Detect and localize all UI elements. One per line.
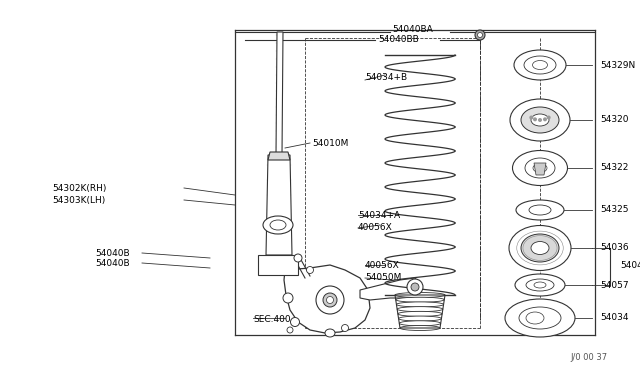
Polygon shape — [266, 155, 292, 255]
Ellipse shape — [532, 61, 547, 70]
Ellipse shape — [291, 317, 300, 327]
Ellipse shape — [521, 234, 559, 262]
Ellipse shape — [396, 302, 444, 307]
Text: J/0 00 37: J/0 00 37 — [571, 353, 608, 362]
Ellipse shape — [396, 297, 444, 302]
Ellipse shape — [316, 286, 344, 314]
Ellipse shape — [283, 293, 293, 303]
Text: 54322: 54322 — [600, 164, 628, 173]
Ellipse shape — [475, 30, 485, 40]
Text: 54034+B: 54034+B — [365, 73, 407, 81]
Text: 54040B: 54040B — [95, 248, 130, 257]
Ellipse shape — [516, 200, 564, 220]
Polygon shape — [268, 152, 290, 160]
Ellipse shape — [407, 279, 423, 295]
Ellipse shape — [400, 326, 440, 330]
Ellipse shape — [395, 292, 445, 298]
Ellipse shape — [270, 220, 286, 230]
Ellipse shape — [505, 299, 575, 337]
Ellipse shape — [342, 324, 349, 331]
Polygon shape — [258, 255, 298, 275]
Text: 54040BA: 54040BA — [392, 25, 433, 33]
Ellipse shape — [533, 117, 537, 121]
Ellipse shape — [526, 279, 554, 291]
Text: 54010M: 54010M — [312, 138, 348, 148]
Ellipse shape — [529, 205, 551, 215]
Polygon shape — [276, 32, 283, 155]
Text: 54040B: 54040B — [95, 259, 130, 267]
Ellipse shape — [531, 114, 549, 126]
Ellipse shape — [534, 282, 546, 288]
Text: 54034+A: 54034+A — [358, 211, 400, 219]
Text: 54040: 54040 — [620, 262, 640, 270]
Polygon shape — [360, 278, 420, 300]
Ellipse shape — [531, 241, 549, 254]
Polygon shape — [534, 163, 546, 175]
Text: 54302K(RH): 54302K(RH) — [52, 183, 106, 192]
Ellipse shape — [524, 56, 556, 74]
Text: 54057: 54057 — [600, 280, 628, 289]
Text: 54034: 54034 — [600, 314, 628, 323]
Ellipse shape — [514, 50, 566, 80]
Ellipse shape — [399, 316, 442, 321]
Ellipse shape — [326, 296, 333, 304]
Text: 54050M: 54050M — [365, 273, 401, 282]
Text: 54329N: 54329N — [600, 61, 636, 70]
Ellipse shape — [519, 307, 561, 329]
Ellipse shape — [399, 321, 441, 326]
Ellipse shape — [509, 225, 571, 270]
Text: 54036: 54036 — [600, 244, 628, 253]
Ellipse shape — [533, 164, 547, 173]
Ellipse shape — [543, 117, 547, 121]
Ellipse shape — [323, 293, 337, 307]
Ellipse shape — [307, 266, 314, 273]
Ellipse shape — [398, 311, 442, 316]
Text: 54303K(LH): 54303K(LH) — [52, 196, 105, 205]
Text: 54040BB: 54040BB — [378, 35, 419, 44]
Ellipse shape — [411, 283, 419, 291]
Polygon shape — [284, 265, 370, 333]
Text: SEC.400: SEC.400 — [253, 314, 291, 324]
Ellipse shape — [538, 118, 542, 122]
Text: 40056X: 40056X — [358, 224, 393, 232]
Ellipse shape — [547, 115, 550, 119]
Ellipse shape — [325, 329, 335, 337]
Ellipse shape — [477, 32, 483, 38]
Text: 40056X: 40056X — [365, 260, 400, 269]
Ellipse shape — [397, 307, 443, 312]
Text: 54320: 54320 — [600, 115, 628, 125]
Ellipse shape — [263, 216, 293, 234]
Ellipse shape — [525, 158, 555, 178]
Ellipse shape — [294, 254, 302, 262]
Ellipse shape — [513, 151, 568, 186]
Ellipse shape — [510, 99, 570, 141]
Ellipse shape — [521, 107, 559, 133]
Ellipse shape — [526, 312, 544, 324]
Ellipse shape — [529, 115, 533, 119]
Ellipse shape — [515, 274, 565, 296]
Text: 54325: 54325 — [600, 205, 628, 215]
Ellipse shape — [287, 327, 293, 333]
